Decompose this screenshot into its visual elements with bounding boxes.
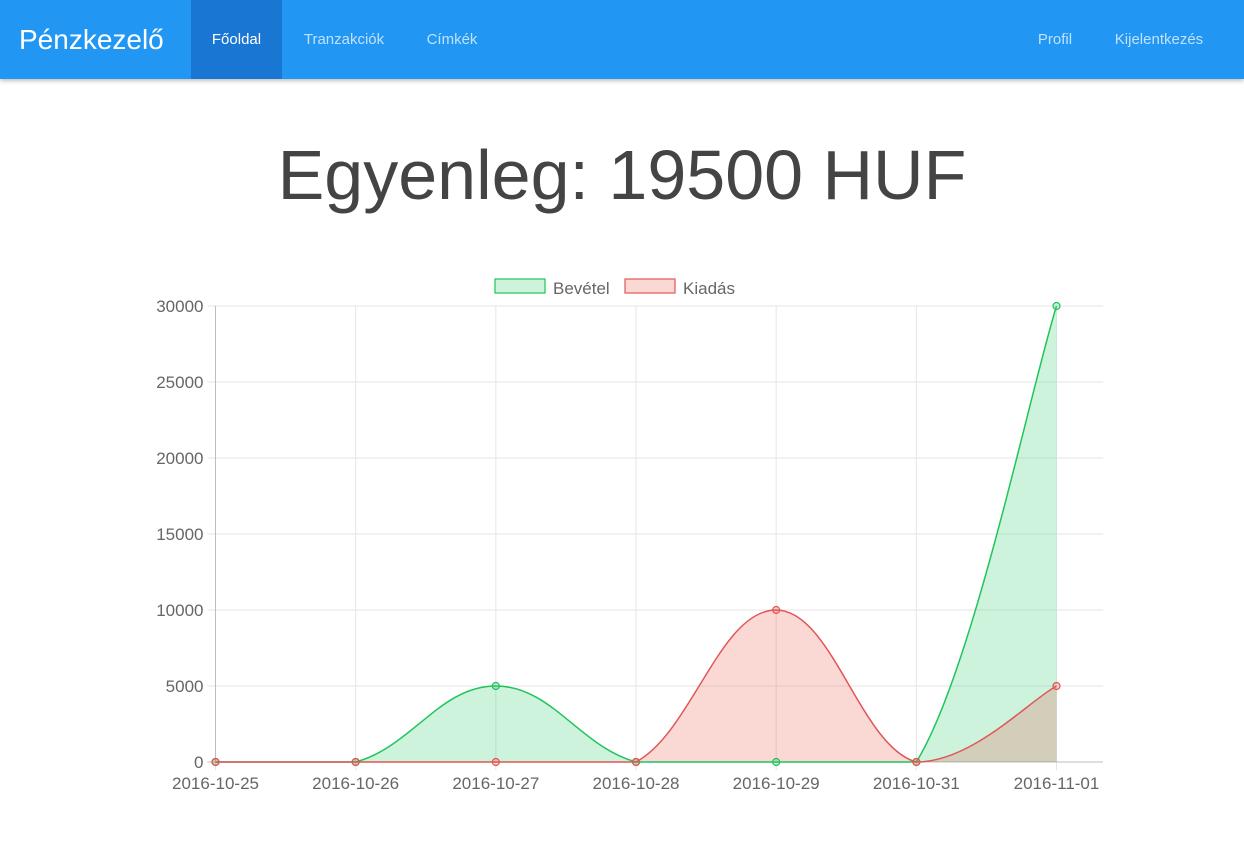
y-tick-label: 10000 (156, 601, 203, 620)
data-point-1 (491, 757, 500, 767)
x-tick-label: 2016-10-31 (873, 774, 960, 793)
legend-swatch-0 (494, 278, 546, 294)
nav-item-fooldal[interactable]: Főoldal (191, 0, 282, 79)
x-tick-label: 2016-10-26 (312, 774, 399, 793)
nav-item-kijelentkezes[interactable]: Kijelentkezés (1114, 31, 1204, 48)
x-tick-label: 2016-10-25 (172, 774, 259, 793)
nav-item-cimkek[interactable]: Címkék (426, 31, 478, 48)
y-tick-label: 20000 (156, 449, 203, 468)
brand-logo[interactable]: Pénzkezelő (19, 24, 164, 55)
series-line-1 (215, 609, 1057, 763)
data-point-1 (211, 757, 220, 767)
x-tick-label: 2016-11-01 (1014, 774, 1100, 793)
y-tick-label: 30000 (156, 297, 203, 316)
data-point-0 (772, 757, 781, 767)
navbar: Pénzkezelő Főoldal Tranzakciók Címkék Pr… (0, 0, 1244, 79)
data-point-0 (1052, 301, 1061, 311)
nav-item-tranzakciok[interactable]: Tranzakciók (303, 31, 385, 48)
x-tick-label: 2016-10-27 (452, 774, 539, 793)
series-area-0 (215, 306, 1057, 762)
y-tick-label: 15000 (156, 525, 203, 544)
data-point-1 (772, 605, 781, 615)
nav-item-profil[interactable]: Profil (1037, 31, 1073, 48)
data-point-1 (631, 757, 641, 767)
x-tick-label: 2016-10-28 (593, 774, 680, 793)
y-tick-label: 5000 (166, 677, 204, 696)
balance-heading: Egyenleg: 19500 HUF (277, 136, 967, 214)
data-point-0 (491, 681, 500, 691)
y-tick-label: 0 (194, 753, 203, 772)
series-line-0 (215, 305, 1058, 763)
data-point-1 (1052, 681, 1061, 691)
series-area-1 (215, 610, 1057, 762)
legend-label-1: Kiadás (683, 279, 735, 298)
data-point-1 (351, 757, 360, 767)
legend-swatch-1 (624, 278, 676, 294)
data-point-1 (912, 757, 921, 767)
legend-label-0: Bevétel (553, 279, 610, 298)
x-tick-label: 2016-10-29 (733, 774, 820, 793)
y-tick-label: 25000 (156, 373, 203, 392)
